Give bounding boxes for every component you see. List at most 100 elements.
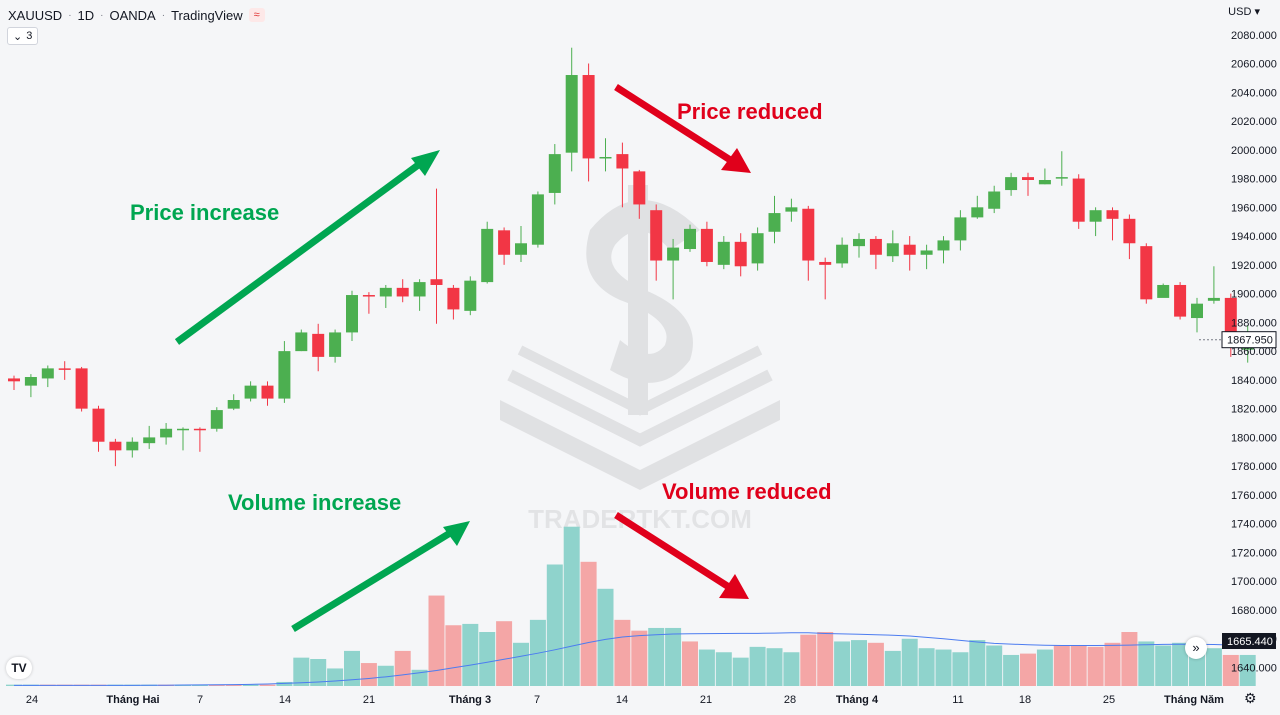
volume-bar [496,621,513,686]
candle-body [24,377,37,386]
candle-body [278,351,291,399]
candle [903,236,916,271]
volume-bar [225,684,242,686]
symbol-name[interactable]: XAUUSD [8,7,63,23]
volume-bar [631,630,648,686]
candle-body [8,378,20,382]
chevron-down-icon: ⌄ [13,30,23,43]
volume-moving-average-line [14,632,1248,686]
candle-body [886,243,899,257]
candle-body [464,280,477,311]
candle [177,427,189,451]
indicators-collapse-button[interactable]: ⌄ 3 [7,27,39,45]
price-tick-label: 1680.000 [1231,605,1277,617]
candle-body [548,154,561,193]
candle [24,374,37,398]
candle-body [413,282,426,297]
volume-bar [1138,641,1155,686]
candle [160,423,173,445]
volume-bar [783,652,800,686]
time-tick-label: 21 [700,694,712,706]
candle [193,427,206,452]
platform-label: TradingView [171,7,243,23]
candle [1022,172,1034,196]
candle-body [599,156,612,159]
price-tick-label: 1820.000 [1231,404,1277,416]
gear-icon[interactable]: ⚙ [1244,690,1257,706]
candle [886,230,899,262]
candle [58,361,71,380]
candle-body [227,400,240,409]
candle [295,329,308,352]
candle [1106,207,1119,241]
candle-body [1022,177,1034,180]
candle-body [1157,284,1170,298]
candle [498,227,511,265]
candle [819,257,832,300]
tradingview-logo-icon[interactable]: TV [6,657,32,679]
currency-selector[interactable]: USD ▾ [1228,5,1260,18]
candle-body [903,244,916,255]
price-candles [8,47,1254,467]
candle [869,236,882,270]
volume-bar [327,668,344,686]
volume-bar [1053,645,1070,686]
interval-label[interactable]: 1D [77,7,95,23]
candle [531,191,544,248]
price-tick-label: 1860.000 [1231,346,1277,358]
volume-bar [580,561,597,686]
symbol-header[interactable]: XAUUSD · 1D · OANDA · TradingView ≈ [8,6,265,24]
candle-body [75,368,88,409]
volume-bar [462,623,479,686]
volume-reduced-arrow [614,512,749,599]
candle-body [109,441,122,451]
volume-bar [952,652,969,686]
volume-increase-label: Volume increase [228,490,401,515]
price-tick-label: 1720.000 [1231,547,1277,559]
candle [278,341,291,403]
candle [802,205,815,281]
candle-body [531,194,544,245]
candle-body [565,75,578,153]
candle [1055,151,1068,186]
candle-body [853,238,865,247]
candle [362,292,375,314]
approx-icon[interactable]: ≈ [248,8,265,22]
volume-bar [1087,646,1104,686]
candle [143,425,156,449]
candle [481,221,494,284]
volume-bar [800,634,817,686]
time-tick-label: Tháng 4 [836,694,879,706]
candle-body [869,238,882,255]
price-tick-label: 1800.000 [1231,432,1277,444]
candle [109,438,122,467]
volume-bar [884,650,901,686]
volume-ma-tag [1222,633,1276,649]
broker-label: OANDA [109,7,156,23]
candle-body [1038,179,1051,185]
volume-bar [208,684,225,686]
candle [768,195,781,244]
volume-bar [1104,642,1121,686]
volume-bar [935,649,952,686]
candle-body [362,295,375,297]
candle [1072,174,1085,229]
time-tick-label: 7 [534,694,540,706]
volume-bar [665,627,682,686]
candle [1191,297,1203,333]
scroll-to-realtime-icon[interactable]: » [1185,637,1207,659]
candle-body [379,287,392,297]
dollar-book-watermark [500,185,780,490]
volume-bar [597,588,614,686]
candle-body [41,368,54,379]
candle-body [1106,210,1119,219]
volume-bar [1222,654,1239,686]
candle-body [447,287,460,310]
candle-body [126,441,139,451]
candle-body [650,210,663,261]
volume-bar [1036,649,1053,686]
volume-bar [276,681,293,686]
volume-bar [428,595,445,686]
